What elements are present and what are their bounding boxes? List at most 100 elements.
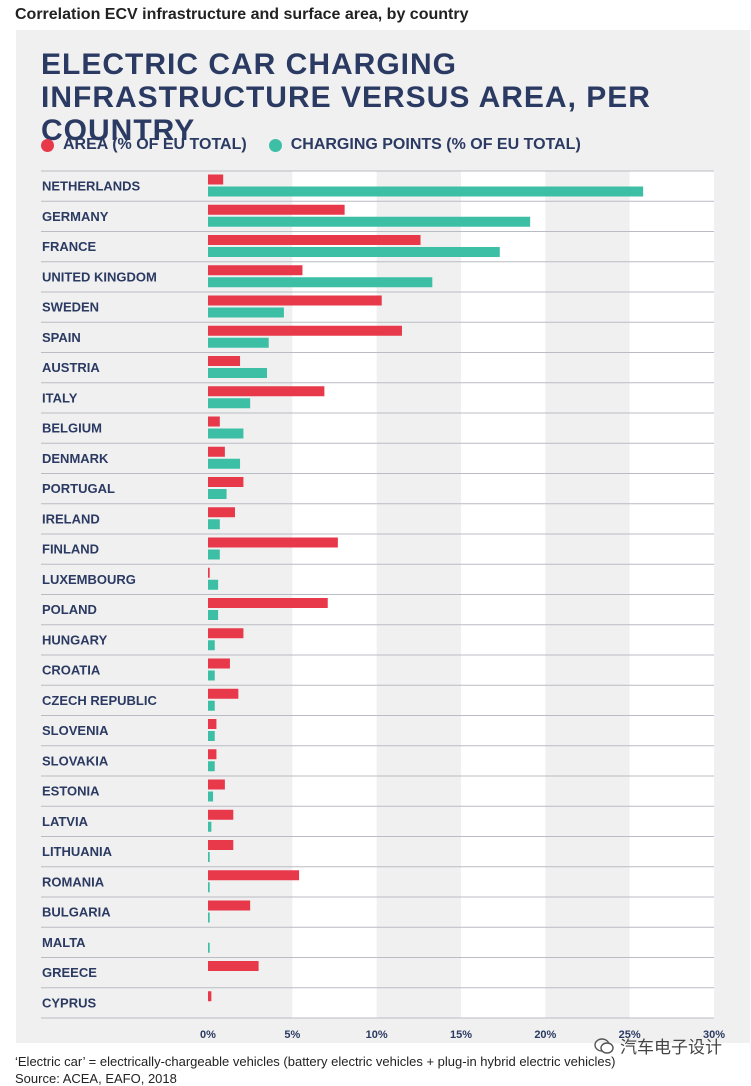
legend-charging-swatch bbox=[268, 138, 282, 152]
bar-charging-points bbox=[208, 579, 219, 590]
footnote: ‘Electric car’ = electrically-chargeable… bbox=[15, 1054, 616, 1069]
bar-area bbox=[208, 809, 234, 820]
bar-charging-points bbox=[208, 519, 220, 530]
bar-area bbox=[208, 779, 225, 790]
bar-charging-points bbox=[208, 610, 219, 620]
watermark: 汽车电子设计 bbox=[594, 1033, 722, 1058]
bar-charging-points bbox=[208, 912, 210, 923]
category-label: LATVIA bbox=[42, 814, 89, 829]
bar-area bbox=[208, 174, 224, 185]
legend-area-label: AREA (% OF EU TOTAL) bbox=[63, 136, 247, 153]
bar-area bbox=[208, 688, 239, 699]
wechat-icon bbox=[594, 1037, 614, 1054]
bar-area bbox=[208, 325, 402, 336]
legend-charging-label: CHARGING POINTS (% OF EU TOTAL) bbox=[290, 136, 581, 153]
category-label: GREECE bbox=[42, 965, 97, 980]
category-label: BULGARIA bbox=[42, 905, 111, 920]
x-tick-label: 10% bbox=[366, 1029, 388, 1041]
figure-caption: Correlation ECV infrastructure and surfa… bbox=[15, 6, 469, 23]
bar-charging-points bbox=[208, 942, 210, 953]
bar-charging-points bbox=[208, 398, 251, 409]
bar-area bbox=[208, 991, 212, 1002]
bar-area bbox=[208, 961, 259, 971]
category-label: UNITED KINGDOM bbox=[42, 269, 157, 284]
bar-area bbox=[208, 749, 217, 760]
chart-panel: ELECTRIC CAR CHARGING INFRASTRUCTURE VER… bbox=[16, 30, 750, 1043]
bar-charging-points bbox=[208, 700, 215, 711]
bar-charging-points bbox=[208, 458, 241, 469]
category-label: FINLAND bbox=[42, 542, 99, 557]
category-label: NETHERLANDS bbox=[42, 179, 141, 194]
bar-charging-points bbox=[208, 791, 214, 802]
legend-item-area: AREA (% OF EU TOTAL) bbox=[41, 136, 247, 154]
category-label: DENMARK bbox=[42, 451, 109, 466]
x-tick-label: 0% bbox=[200, 1029, 216, 1041]
bar-area bbox=[208, 598, 328, 608]
bar-charging-points bbox=[208, 277, 433, 288]
bar-charging-points bbox=[208, 821, 212, 832]
bar-area bbox=[208, 870, 300, 881]
bar-charging-points bbox=[208, 489, 227, 499]
bar-charging-points bbox=[208, 670, 215, 681]
bar-charging-points bbox=[208, 549, 220, 560]
category-label: SWEDEN bbox=[42, 300, 99, 315]
bar-charging-points bbox=[208, 337, 269, 348]
x-tick-label: 20% bbox=[534, 1029, 556, 1041]
category-label: PORTUGAL bbox=[42, 481, 115, 496]
bar-area bbox=[208, 840, 234, 850]
bar-charging-points bbox=[208, 882, 210, 893]
x-tick-label: 5% bbox=[284, 1029, 300, 1041]
x-tick-label: 30% bbox=[703, 1029, 725, 1041]
bar-area bbox=[208, 204, 345, 215]
bar-charging-points bbox=[208, 247, 500, 257]
category-label: IRELAND bbox=[42, 511, 100, 526]
x-tick-label: 25% bbox=[619, 1029, 641, 1041]
category-label: CROATIA bbox=[42, 663, 101, 678]
bar-area bbox=[208, 356, 241, 366]
category-label: CZECH REPUBLIC bbox=[42, 693, 157, 708]
category-label: LITHUANIA bbox=[42, 844, 113, 859]
bar-charging-points bbox=[208, 368, 268, 378]
bar-area bbox=[208, 628, 244, 639]
category-label: MALTA bbox=[42, 935, 86, 950]
category-label: CYPRUS bbox=[42, 995, 97, 1010]
category-label: ROMANIA bbox=[42, 874, 105, 889]
bar-charging-points bbox=[208, 186, 644, 197]
category-label: BELGIUM bbox=[42, 421, 102, 436]
category-label: ITALY bbox=[42, 390, 78, 405]
bar-area bbox=[208, 265, 303, 276]
category-label: SLOVAKIA bbox=[42, 753, 109, 768]
category-label: POLAND bbox=[42, 602, 97, 617]
bar-area bbox=[208, 446, 225, 457]
bar-charging-points bbox=[208, 852, 210, 862]
bar-area bbox=[208, 507, 235, 518]
category-label: LUXEMBOURG bbox=[42, 572, 136, 587]
bar-area bbox=[208, 719, 217, 729]
bar-area bbox=[208, 537, 338, 548]
source-line: Source: ACEA, EAFO, 2018 bbox=[15, 1071, 177, 1086]
legend: AREA (% OF EU TOTAL) CHARGING POINTS (% … bbox=[41, 136, 603, 154]
bar-area bbox=[208, 900, 251, 911]
bar-area bbox=[208, 477, 244, 487]
bar-charging-points bbox=[208, 307, 284, 318]
bar-charging-points bbox=[208, 640, 215, 651]
bar-charging-points bbox=[208, 428, 244, 439]
bar-area bbox=[208, 295, 382, 306]
bar-area bbox=[208, 235, 421, 245]
bar-charging-points bbox=[208, 731, 215, 741]
x-tick-label: 15% bbox=[450, 1029, 472, 1041]
category-label: HUNGARY bbox=[42, 632, 108, 647]
bar-area bbox=[208, 416, 220, 427]
category-label: AUSTRIA bbox=[42, 360, 100, 375]
watermark-text: 汽车电子设计 bbox=[620, 1038, 722, 1057]
category-label: FRANCE bbox=[42, 239, 96, 254]
chart-title: ELECTRIC CAR CHARGING INFRASTRUCTURE VER… bbox=[41, 48, 651, 147]
bar-charging-points bbox=[208, 216, 531, 227]
bar-area bbox=[208, 386, 325, 397]
bar-chart-plot: NETHERLANDS GERMANY FRANCE UNITED KINGDOM SW… bbox=[41, 170, 725, 1041]
legend-area-swatch bbox=[41, 138, 54, 152]
bar-charging-points bbox=[208, 761, 215, 772]
category-label: GERMANY bbox=[42, 209, 109, 224]
category-label: ESTONIA bbox=[42, 784, 100, 799]
category-label: SPAIN bbox=[42, 330, 81, 345]
